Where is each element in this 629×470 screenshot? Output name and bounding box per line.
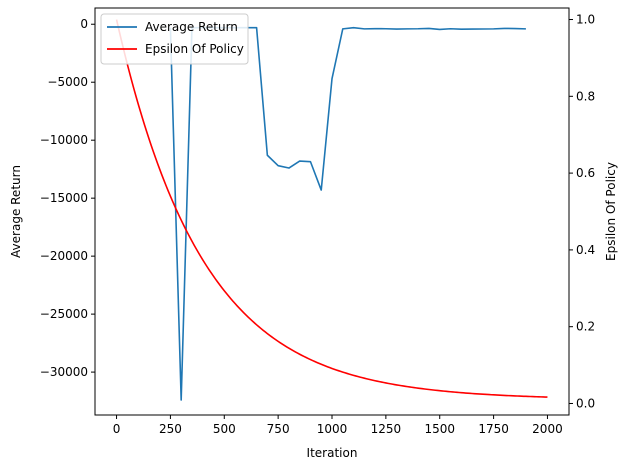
series-line-epsilon-of-policy <box>115 19 548 398</box>
legend-label-average-return: Average Return <box>145 20 238 34</box>
y-right-tick-label: 0.8 <box>576 89 595 103</box>
y-right-tick-label: 1.0 <box>576 13 595 27</box>
x-tick-label: 500 <box>213 422 236 436</box>
x-tick-label: 1500 <box>424 422 455 436</box>
y-axis-left-label: Average Return <box>9 165 23 258</box>
legend: Average Return Epsilon Of Policy <box>100 13 249 65</box>
x-tick-label: 1750 <box>478 422 509 436</box>
y-left-tick-label: −20000 <box>40 249 88 263</box>
y-left-tick-label: 0 <box>80 17 88 31</box>
x-tick-label: 0 <box>113 422 121 436</box>
x-axis-label: Iteration <box>307 446 358 460</box>
axis-ticks: 0 250 500 750 1000 1250 1500 1750 2000 0 −5000 −100… <box>40 13 595 436</box>
legend-label-epsilon-of-policy: Epsilon Of Policy <box>145 42 244 56</box>
y-axis-right-label: Epsilon Of Policy <box>604 162 618 261</box>
y-left-tick-label: −5000 <box>47 75 88 89</box>
y-left-tick-label: −30000 <box>40 365 88 379</box>
legend-box <box>100 13 249 65</box>
y-left-tick-label: −25000 <box>40 307 88 321</box>
x-tick-label: 2000 <box>532 422 563 436</box>
x-tick-label: 1250 <box>371 422 402 436</box>
y-right-tick-label: 0.2 <box>576 320 595 334</box>
y-left-tick-label: −15000 <box>40 191 88 205</box>
series-line-average-return <box>169 26 526 401</box>
y-right-tick-label: 0.0 <box>576 396 595 410</box>
y-left-tick-label: −10000 <box>40 133 88 147</box>
y-right-tick-label: 0.4 <box>576 243 595 257</box>
x-tick-label: 1000 <box>317 422 348 436</box>
y-right-tick-label: 0.6 <box>576 166 595 180</box>
x-tick-label: 750 <box>267 422 290 436</box>
x-tick-label: 250 <box>159 422 182 436</box>
series-lines <box>115 19 548 401</box>
plot-frame <box>94 7 570 416</box>
